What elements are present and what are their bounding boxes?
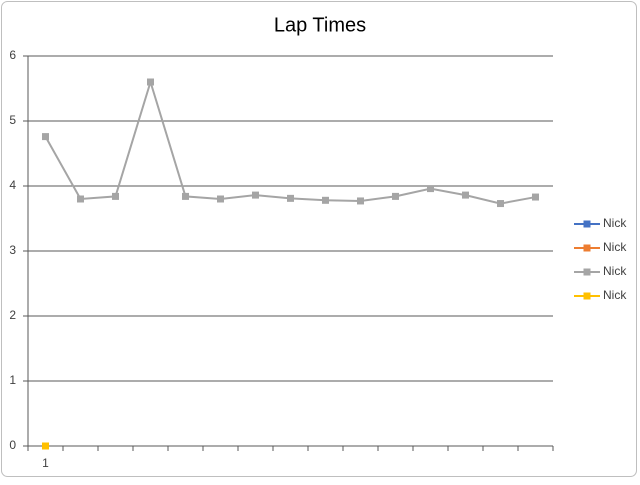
point [322,196,329,204]
y-tick-label: 0 [9,438,16,452]
y-tick-label: 5 [9,113,16,127]
point [77,195,84,203]
point [462,191,469,199]
legend-marker [583,292,591,300]
y-tick-label: 3 [9,243,16,257]
legend-marker [583,244,591,252]
point [182,192,189,200]
legend-label: Nick [603,264,627,278]
legend-marker [583,268,591,276]
point [532,193,539,201]
point [427,185,434,193]
legend-label: Nick [603,216,627,230]
point [42,442,49,450]
chart-border [1,1,637,477]
point [287,194,294,202]
point [497,200,504,208]
point [392,192,399,200]
x-tick-label: 1 [42,456,49,470]
legend-label: Nick [603,288,627,302]
y-tick-label: 1 [9,373,16,387]
point [252,191,259,199]
point [217,195,224,203]
point [147,78,154,86]
y-tick-label: 2 [9,308,16,322]
point [42,133,49,141]
y-tick-label: 6 [9,48,16,62]
legend-marker [583,220,591,228]
y-tick-label: 4 [9,178,16,192]
legend-label: Nick [603,240,627,254]
point [112,192,119,200]
chart-title: Lap Times [274,14,366,36]
point [357,197,364,205]
